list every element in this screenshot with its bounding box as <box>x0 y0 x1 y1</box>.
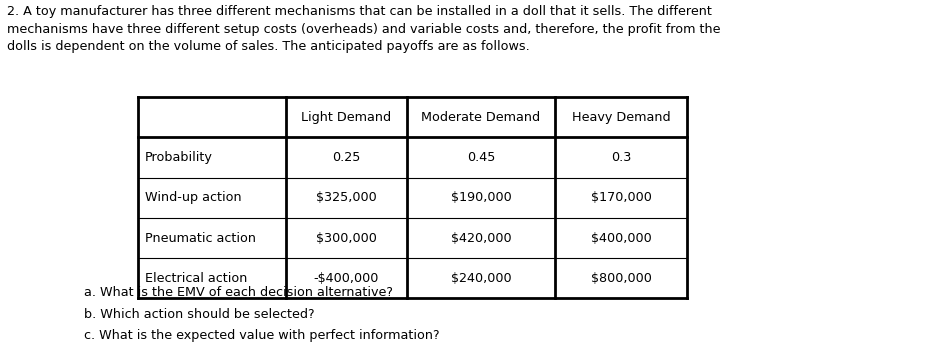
Text: -$400,000: -$400,000 <box>314 272 379 285</box>
Text: Wind-up action: Wind-up action <box>145 191 241 204</box>
Text: $240,000: $240,000 <box>451 272 511 285</box>
Text: $800,000: $800,000 <box>590 272 652 285</box>
Text: $400,000: $400,000 <box>590 231 652 245</box>
Text: $420,000: $420,000 <box>451 231 511 245</box>
Text: Pneumatic action: Pneumatic action <box>145 231 256 245</box>
Text: a. What is the EMV of each decision alternative?: a. What is the EMV of each decision alte… <box>84 286 393 299</box>
Text: Probability: Probability <box>145 151 213 164</box>
Text: $170,000: $170,000 <box>590 191 652 204</box>
Text: $325,000: $325,000 <box>316 191 377 204</box>
Text: Light Demand: Light Demand <box>302 111 391 124</box>
Text: 0.45: 0.45 <box>467 151 495 164</box>
Text: b. Which action should be selected?: b. Which action should be selected? <box>84 308 315 321</box>
Text: Electrical action: Electrical action <box>145 272 248 285</box>
Text: $300,000: $300,000 <box>316 231 377 245</box>
Text: 0.3: 0.3 <box>611 151 631 164</box>
Text: Moderate Demand: Moderate Demand <box>421 111 541 124</box>
Text: c. What is the expected value with perfect information?: c. What is the expected value with perfe… <box>84 329 440 342</box>
Text: 0.25: 0.25 <box>333 151 361 164</box>
Text: 2. A toy manufacturer has three different mechanisms that can be installed in a : 2. A toy manufacturer has three differen… <box>7 5 721 53</box>
Text: Heavy Demand: Heavy Demand <box>572 111 671 124</box>
Text: $190,000: $190,000 <box>450 191 512 204</box>
